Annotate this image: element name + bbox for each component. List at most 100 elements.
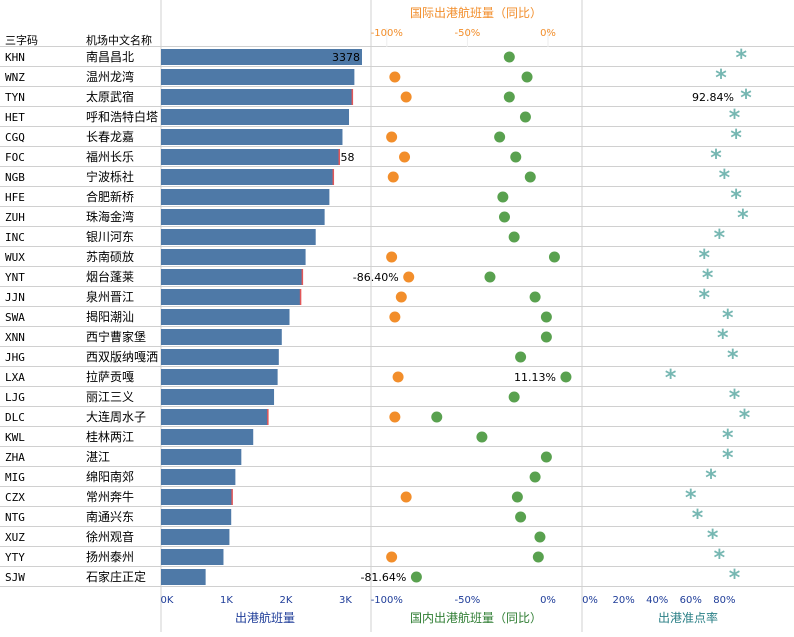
table-row: DLC 大连周水子 * (5, 406, 751, 431)
airport-code: TYN (5, 91, 25, 104)
dom-yoy-dot (508, 391, 520, 403)
departures-tick: 3K (339, 595, 352, 606)
dom-yoy-dot (503, 51, 515, 63)
ontime-tick: 80% (713, 595, 735, 606)
departures-bar (161, 69, 355, 85)
airport-code: JHG (5, 351, 25, 364)
ontime-star: * (702, 266, 714, 291)
departures-bar (161, 409, 269, 425)
dom-yoy-dot (511, 491, 523, 503)
dom-yoy-dot (529, 291, 541, 303)
table-row: MIG 绵阳南郊 * (5, 466, 717, 491)
footer-departures: 出港航班量 (235, 610, 295, 625)
departures-bar-marker (351, 89, 354, 105)
airport-code: SWA (5, 311, 25, 324)
dom-yoy-dot (498, 211, 510, 223)
airport-code: JJN (5, 291, 25, 304)
table-row: TYN 太原武宿 * (5, 86, 752, 111)
ontime-tick: 40% (646, 595, 668, 606)
departures-bar-marker (231, 489, 233, 505)
data-label: -81.64% (360, 571, 406, 584)
airport-code: YNT (5, 271, 25, 284)
airport-name: 烟台蓬莱 (86, 269, 134, 284)
intl-yoy-dot (400, 491, 412, 503)
airport-name: 福州长乐 (86, 149, 134, 164)
airport-name: 泉州晋江 (86, 290, 134, 304)
table-row: HET 呼和浩特白塔 * (5, 106, 741, 131)
dom-yoy-dot (540, 311, 552, 323)
dom-yoy-dot (494, 131, 506, 143)
departures-tick: 1K (220, 595, 233, 606)
dom-yoy-dot (524, 171, 536, 183)
dom-yoy-dot (540, 451, 552, 463)
airport-code: CZX (5, 491, 25, 504)
dom-yoy-tick: 0% (540, 595, 556, 606)
ontime-tick: 0% (582, 595, 598, 606)
airport-code: NTG (5, 511, 25, 524)
ontime-tick: 60% (680, 595, 702, 606)
dom-yoy-dot (503, 91, 515, 103)
ontime-star: * (719, 166, 731, 191)
table-row: JJN 泉州晋江 * (5, 286, 710, 311)
ontime-star: * (729, 106, 741, 131)
table-row: WNZ 温州龙湾 * (5, 66, 727, 91)
ontime-star: * (715, 66, 727, 91)
intl-yoy-dot (389, 411, 401, 423)
airport-name: 西双版纳嘎洒 (86, 350, 158, 364)
airport-name: 拉萨贡嘎 (86, 369, 134, 384)
airport-name: 南通兴东 (86, 509, 134, 524)
departures-bar (161, 389, 275, 405)
column-footers: 出港航班量 国内出港航班量（同比） 出港准点率 (235, 610, 718, 625)
airport-name: 苏南硕放 (86, 249, 134, 264)
dom-yoy-dot (476, 431, 488, 443)
dom-yoy-dot (521, 71, 533, 83)
departures-bar (161, 169, 334, 185)
dom-yoy-dot (515, 511, 527, 523)
ontime-star: * (705, 466, 717, 491)
table-row: HFE 合肥新桥 * (5, 186, 742, 211)
departures-bar-marker (332, 169, 335, 185)
ontime-star: * (727, 346, 739, 371)
departures-bar (161, 329, 282, 345)
ontime-star: * (692, 506, 704, 531)
intl-yoy-dot (389, 71, 401, 83)
ontime-star: * (707, 526, 719, 551)
table-row: WUX 苏南硕放 * (5, 246, 710, 271)
ontime-star: * (729, 566, 741, 591)
ontime-star: * (722, 306, 734, 331)
airport-code: ZUH (5, 211, 25, 224)
airport-name: 长春龙嘉 (86, 130, 134, 144)
airport-code: ZHA (5, 451, 25, 464)
airport-code: LJG (5, 391, 25, 404)
ontime-star: * (730, 126, 742, 151)
ontime-star: * (717, 326, 729, 351)
dom-yoy-dot (534, 531, 546, 543)
airport-code: NGB (5, 171, 25, 184)
table-row: ZUH 珠海金湾 * (5, 206, 749, 231)
departures-bar (161, 349, 279, 365)
ontime-star: * (722, 446, 734, 471)
data-label: 92.84% (692, 91, 734, 104)
airport-name: 银川河东 (86, 230, 134, 244)
airport-name: 常州奔牛 (86, 489, 134, 504)
table-row: ZHA 湛江 * (5, 446, 734, 471)
airport-name: 太原武宿 (86, 89, 134, 104)
ontime-star: * (730, 186, 742, 211)
airport-name: 石家庄正定 (86, 569, 146, 584)
departures-bar (161, 549, 224, 565)
data-label: -86.40% (353, 271, 399, 284)
dom-yoy-dot (548, 251, 560, 263)
airport-code: XNN (5, 331, 25, 344)
airport-name: 桂林两江 (86, 429, 134, 444)
airport-name: 揭阳潮汕 (86, 309, 134, 324)
airport-code: WNZ (5, 71, 25, 84)
departures-bar (161, 269, 303, 285)
airport-name: 宁波栎社 (86, 169, 134, 184)
departures-bar-marker (299, 289, 302, 305)
ontime-star: * (665, 366, 677, 391)
header-name: 机场中文名称 (86, 33, 152, 47)
departures-bar (161, 569, 206, 585)
dom-yoy-dot (519, 111, 531, 123)
table-row: JHG 西双版纳嘎洒 * (5, 346, 739, 371)
airport-code: KHN (5, 51, 25, 64)
